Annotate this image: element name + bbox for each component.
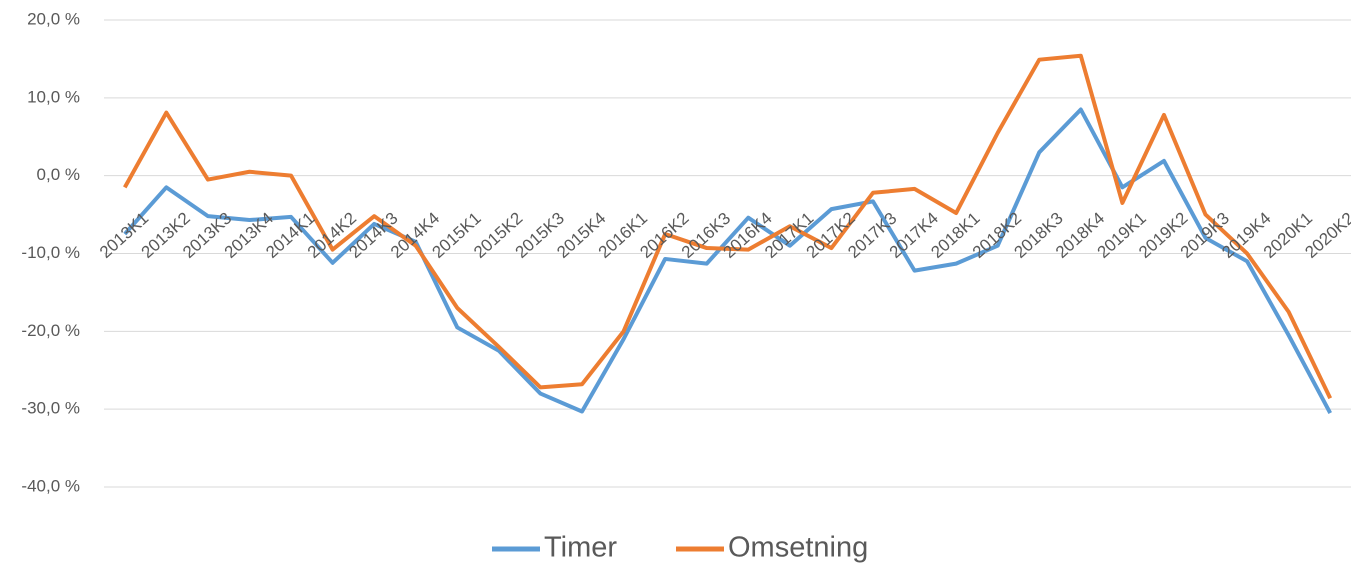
y-tick-label: -30,0 % — [21, 399, 80, 418]
legend-label: Timer — [544, 532, 617, 563]
line-series — [123, 53, 1333, 400]
y-tick-label: 0,0 % — [37, 165, 80, 184]
y-tick-label: 20,0 % — [27, 9, 80, 28]
y-tick-label: -10,0 % — [21, 243, 80, 262]
y-tick-label: 10,0 % — [27, 87, 80, 106]
y-tick-label: -40,0 % — [21, 476, 80, 495]
legend-label: Omsetning — [728, 532, 868, 563]
y-tick-label: -20,0 % — [21, 321, 80, 340]
line-series — [123, 107, 1332, 415]
